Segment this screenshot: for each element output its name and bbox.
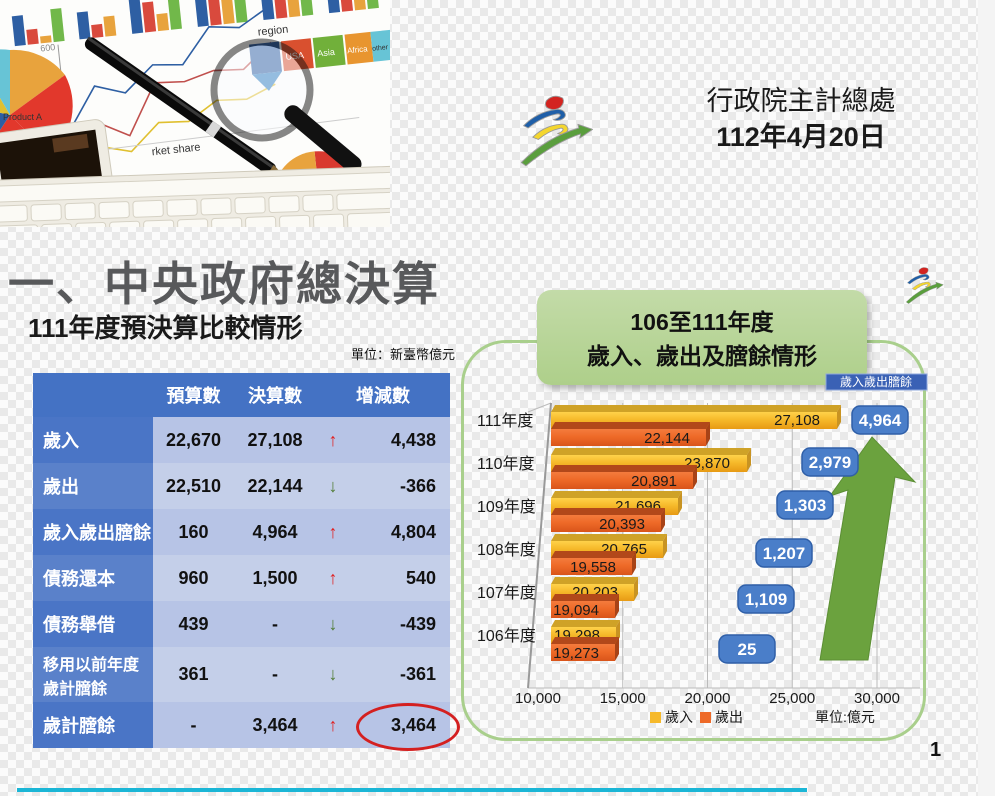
svg-text:111年度: 111年度 (477, 412, 533, 430)
svg-text:30,000: 30,000 (854, 690, 900, 707)
svg-text:1,207: 1,207 (763, 544, 806, 563)
svg-text:歲入歲出膪餘: 歲入歲出膪餘 (840, 374, 912, 389)
svg-text:4,964: 4,964 (859, 411, 902, 430)
svg-text:110年度: 110年度 (477, 455, 535, 473)
svg-text:2,979: 2,979 (809, 453, 852, 472)
svg-text:109年度: 109年度 (477, 498, 536, 516)
svg-text:19,094: 19,094 (553, 602, 599, 619)
svg-text:1: 1 (930, 739, 941, 761)
svg-text:歲入: 歲入 (665, 709, 693, 725)
svg-text:1,109: 1,109 (745, 590, 788, 609)
svg-text:20,891: 20,891 (631, 473, 677, 490)
svg-text:25: 25 (738, 640, 757, 659)
svg-text:20,000: 20,000 (685, 690, 731, 707)
svg-text:單位:億元: 單位:億元 (815, 709, 875, 725)
svg-text:1,303: 1,303 (784, 496, 827, 515)
svg-text:20,393: 20,393 (599, 516, 645, 533)
svg-text:108年度: 108年度 (477, 541, 536, 559)
svg-text:106年度: 106年度 (477, 627, 536, 645)
svg-text:19,558: 19,558 (570, 559, 616, 576)
svg-text:25,000: 25,000 (769, 690, 815, 707)
svg-text:22,144: 22,144 (644, 430, 690, 447)
svg-text:10,000: 10,000 (515, 690, 561, 707)
svg-text:歲出: 歲出 (715, 709, 743, 725)
svg-text:27,108: 27,108 (774, 412, 820, 429)
svg-text:15,000: 15,000 (600, 690, 646, 707)
svg-text:107年度: 107年度 (477, 584, 536, 602)
svg-text:19,273: 19,273 (553, 645, 599, 662)
